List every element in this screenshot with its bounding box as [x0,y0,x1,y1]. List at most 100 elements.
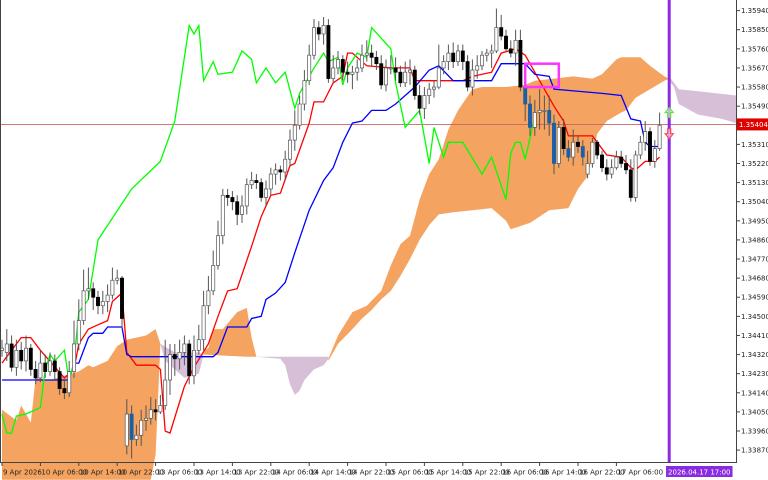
candle-body [643,131,648,143]
bullish-cloud-segment [328,57,670,361]
candle [379,55,384,90]
candle [182,335,187,366]
candle-body [216,235,220,266]
candle [52,354,57,381]
candle [542,95,547,130]
candle [230,191,235,211]
candle-body [417,95,422,109]
candle [609,159,614,179]
candle-body [374,56,379,65]
y-tick-label: 1.35220 [741,160,768,168]
candle [456,44,460,66]
candle [355,59,360,81]
candle [100,290,105,315]
candle-body [508,48,513,54]
candle-body [422,95,427,109]
candle [177,339,182,370]
candle [340,55,345,81]
candle [57,367,62,395]
candle [124,399,129,455]
candle-body [590,141,595,164]
candle [76,299,81,351]
rectangle-object[interactable] [523,62,561,89]
current-price-badge: 1.35404 [737,118,768,131]
candle [110,267,115,300]
candle [432,80,436,98]
candle [590,138,595,168]
candle-body [134,434,139,440]
candle-body [518,39,523,88]
y-tick-label: 1.35670 [741,64,768,72]
candle [105,284,110,313]
candle-body [235,201,240,215]
candle [388,55,393,75]
candle-body [556,127,561,164]
y-tick-label: 1.34500 [741,313,768,321]
candle-body [614,156,619,169]
candle-body [48,360,52,372]
candle [614,150,619,170]
candle-body [547,110,552,124]
x-tick-label: 14 Apr 22:00 [349,469,395,477]
candle-body [177,352,182,360]
x-tick-label: 16 Apr 22:00 [579,469,625,477]
candle [240,195,244,223]
candle [576,135,580,153]
candle-body [648,131,652,162]
candle-body [249,180,254,186]
candle [465,55,470,92]
candle [604,159,609,181]
candle [38,350,43,383]
candle-body [475,65,480,71]
candle [115,269,120,285]
x-tick-label: 10 Apr 22:00 [118,469,164,477]
candle-body [379,63,384,86]
candle [628,159,633,202]
candle [225,188,230,206]
candle-body [336,59,340,69]
time-marker-badge-bg [666,466,733,477]
candle [547,95,552,136]
candle [494,8,499,54]
candle-body [571,141,576,158]
x-tick-label: 13 Apr 14:00 [195,469,241,477]
candle [499,14,504,41]
candle-body [153,409,158,413]
candle [384,59,388,92]
candle-body [168,354,172,381]
candle [326,19,331,83]
y-tick-label: 1.35490 [741,103,768,111]
candle [321,16,326,45]
candle-body [513,39,518,54]
candle-body [259,182,264,198]
candle [192,335,196,385]
candle-body [172,354,177,360]
candle [537,89,542,130]
candles [0,8,662,459]
kijun-line [2,63,660,381]
candle-body [120,277,124,319]
y-tick-label: 1.34320 [741,351,768,359]
candle-body [316,27,321,35]
candle [580,140,585,166]
candle [518,29,523,92]
candle [480,50,484,71]
y-tick-label: 1.33870 [741,447,768,455]
x-tick-label: 15 Apr 14:00 [425,469,471,477]
candle-body [561,127,566,149]
candle-body [633,154,638,198]
x-tick-label: 10 Apr 06:00 [41,469,87,477]
candle [652,140,657,168]
candle-body [96,296,100,307]
candle [134,424,139,446]
candle [657,112,662,151]
candle [292,110,297,151]
candle-body [412,69,417,96]
candle [422,87,427,119]
y-axis-ticks: 1.35940 1.35850 1.35760 1.35670 1.35580 1.354… [736,7,768,455]
candle-body [240,205,244,215]
candle-body [360,54,364,69]
x-tick-label: 13 Apr 22:00 [233,469,279,477]
candle-body [369,52,374,58]
